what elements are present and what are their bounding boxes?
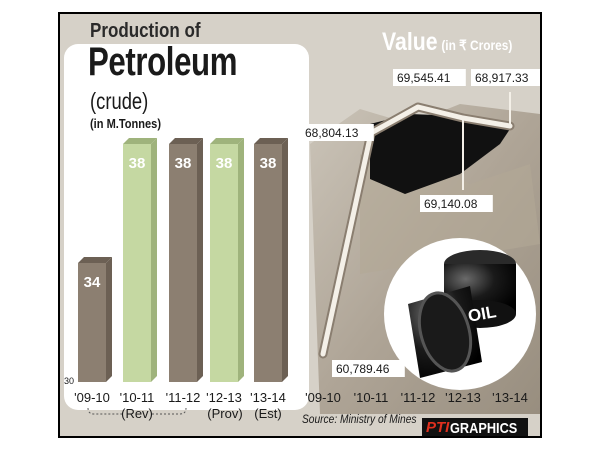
value-label-1: 68,804.13 [305,126,359,140]
bar-value-label-0: 34 [84,274,101,291]
bar-4 [254,144,282,382]
bar-value-label-2: 38 [175,155,192,172]
oil-stain [370,114,510,194]
value-line [320,104,513,357]
bar-tick-label-3: '12-13 [206,390,242,405]
bar-tick-label-1: '10-11 [120,390,155,405]
credit-badge: PTI GRAPHICS [422,418,528,436]
value-label-2: 69,545.41 [397,71,451,85]
line-chart-title: Value (in ₹ Crores) [382,28,512,57]
bar-chart-unit: (in M.Tonnes) [90,116,162,131]
rev-bracket [87,407,187,415]
line-tick-label-4: '13-14 [492,390,528,405]
bar-value-label-3: 38 [216,155,233,172]
bar-note-est: (Est) [254,406,281,421]
bar-note-prov: (Prov) [207,406,242,421]
value-label-4: 68,917.33 [475,71,529,85]
bar-tick-label-2: '11-12 [166,390,201,405]
source-note: Source: Ministry of Mines [302,412,417,426]
bar-top-1 [123,138,157,144]
rock-shade [360,154,540,274]
bar-side-1 [151,138,157,382]
value-label-box-3 [420,195,493,212]
line-chart-unit: (in ₹ Crores) [441,37,513,53]
bar-chart-title: Production of [90,20,201,42]
bar-note-rev: (Rev) [121,406,153,421]
value-label-0: 60,789.46 [336,362,390,376]
value-label-3: 69,140.08 [424,197,478,211]
value-label-box-1 [301,124,374,141]
line-tick-label-2: '11-12 [401,390,436,405]
bar-side-3 [238,138,244,382]
bar-top-3 [210,138,244,144]
bar-chart-subtitle: (crude) [90,88,149,114]
bar-top-2 [169,138,203,144]
value-label-box-0 [332,360,405,377]
line-tick-label-1: '10-11 [354,390,389,405]
oil-drum-icon: OIL [408,250,516,378]
bar-top-0 [78,257,112,263]
bar-chart-title-main: Petroleum [88,40,238,84]
y-axis-min-label: 30 [64,376,74,386]
line-tick-label-0: '09-10 [305,390,341,405]
infographic-panel: OIL Production of Petroleum (crude) (in … [60,14,540,436]
bar-tick-label-4: '13-14 [250,390,286,405]
credit-text: GRAPHICS [450,420,518,436]
line-tick-label-3: '12-13 [445,390,481,405]
svg-text:OIL: OIL [467,302,498,326]
bar-side-4 [282,138,288,382]
bar-value-label-1: 38 [129,155,146,172]
bar-1 [123,144,151,382]
value-label-box-4 [471,69,540,86]
bar-0 [78,263,106,382]
line-chart-title-text: Value [382,28,438,56]
bar-side-0 [106,257,112,382]
bar-top-4 [254,138,288,144]
bar-3 [210,144,238,382]
bar-tick-label-0: '09-10 [74,390,110,405]
bar-2 [169,144,197,382]
credit-brand: PTI [426,419,450,436]
bar-value-label-4: 38 [260,155,277,172]
value-label-box-2 [393,69,466,86]
bar-side-2 [197,138,203,382]
chart-canvas: 30 34 '09-10 38 '10-11 38 '11-12 38 '12-13 38 '13-… [64,69,540,421]
